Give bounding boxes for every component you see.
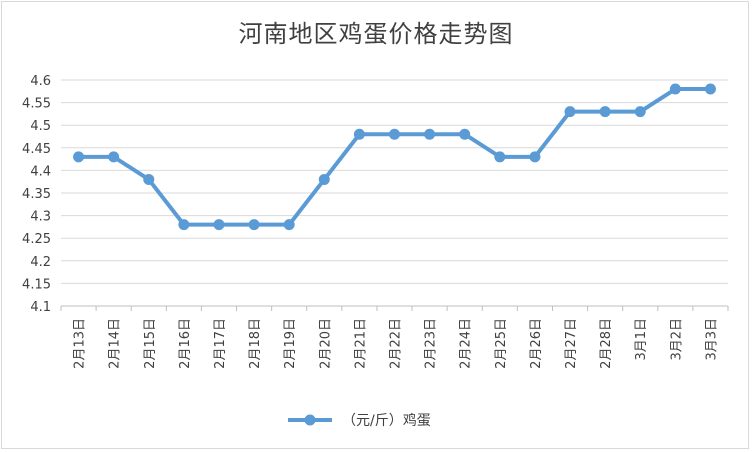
y-tick-label: 4.35 bbox=[22, 187, 51, 202]
x-tick-label: 2月21日 bbox=[353, 318, 368, 369]
x-tick-label: 2月25日 bbox=[494, 318, 509, 369]
data-point bbox=[669, 83, 681, 95]
y-tick-label: 4.4 bbox=[30, 164, 51, 179]
y-tick-label: 4.55 bbox=[22, 97, 51, 112]
series-layer bbox=[73, 83, 716, 231]
x-axis bbox=[60, 305, 729, 311]
x-tick-label: 2月20日 bbox=[318, 318, 333, 369]
x-tick-label: 2月18日 bbox=[248, 318, 263, 369]
x-tick-label: 2月14日 bbox=[108, 318, 123, 369]
x-tick-label: 2月26日 bbox=[529, 318, 544, 369]
y-axis-ticks: 4.1 4.15 4.2 4.25 4.3 4.35 4.4 4.45 4.5 4.55 4.6 bbox=[22, 74, 51, 315]
series-line bbox=[78, 87, 711, 227]
x-tick-label: 2月17日 bbox=[213, 318, 228, 369]
data-point bbox=[283, 219, 295, 231]
x-tick-label: 2月28日 bbox=[599, 318, 614, 369]
data-point bbox=[318, 173, 330, 185]
data-point bbox=[213, 219, 225, 231]
data-point bbox=[459, 128, 471, 140]
y-tick-label: 4.45 bbox=[22, 142, 51, 157]
y-tick-label: 4.15 bbox=[22, 277, 51, 292]
data-point bbox=[424, 128, 436, 140]
x-tick-label: 3月1日 bbox=[634, 318, 649, 361]
x-axis-ticks: 2月13日 2月14日 2月15日 2月16日 2月17日 2月18日 2月19日 2月20日… bbox=[73, 318, 720, 369]
y-tick-label: 4.1 bbox=[30, 300, 51, 315]
x-tick-label: 2月22日 bbox=[389, 318, 404, 369]
x-tick-label: 2月23日 bbox=[424, 318, 439, 369]
x-tick-label: 2月24日 bbox=[459, 318, 474, 369]
y-tick-label: 4.2 bbox=[30, 255, 51, 270]
data-point bbox=[599, 106, 611, 118]
data-point bbox=[704, 83, 716, 95]
data-point bbox=[73, 151, 85, 163]
legend-marker bbox=[304, 414, 316, 426]
x-tick-label: 2月27日 bbox=[564, 318, 579, 369]
y-tick-label: 4.3 bbox=[30, 210, 51, 225]
data-point bbox=[248, 219, 260, 231]
y-tick-label: 4.25 bbox=[22, 232, 51, 247]
data-point bbox=[178, 219, 190, 231]
data-point bbox=[494, 151, 506, 163]
data-point bbox=[389, 128, 400, 140]
data-point bbox=[564, 106, 576, 118]
x-tick-label: 3月2日 bbox=[669, 318, 684, 361]
x-tick-label: 2月15日 bbox=[143, 318, 158, 369]
legend-label: （元/斤）鸡蛋 bbox=[342, 412, 431, 429]
x-tick-label: 2月16日 bbox=[178, 318, 193, 369]
data-point bbox=[529, 151, 541, 163]
chart-title: 河南地区鸡蛋价格走势图 bbox=[238, 20, 514, 48]
data-point bbox=[634, 106, 646, 118]
x-tick-label: 2月13日 bbox=[73, 318, 88, 369]
y-tick-label: 4.6 bbox=[30, 74, 51, 89]
legend: （元/斤）鸡蛋 bbox=[288, 412, 431, 429]
data-point bbox=[353, 128, 365, 140]
data-point bbox=[108, 151, 120, 163]
y-tick-label: 4.5 bbox=[30, 119, 51, 134]
x-tick-label: 3月3日 bbox=[704, 318, 719, 361]
gridlines bbox=[61, 79, 728, 307]
x-tick-label: 2月19日 bbox=[283, 318, 298, 369]
data-point bbox=[143, 173, 155, 185]
